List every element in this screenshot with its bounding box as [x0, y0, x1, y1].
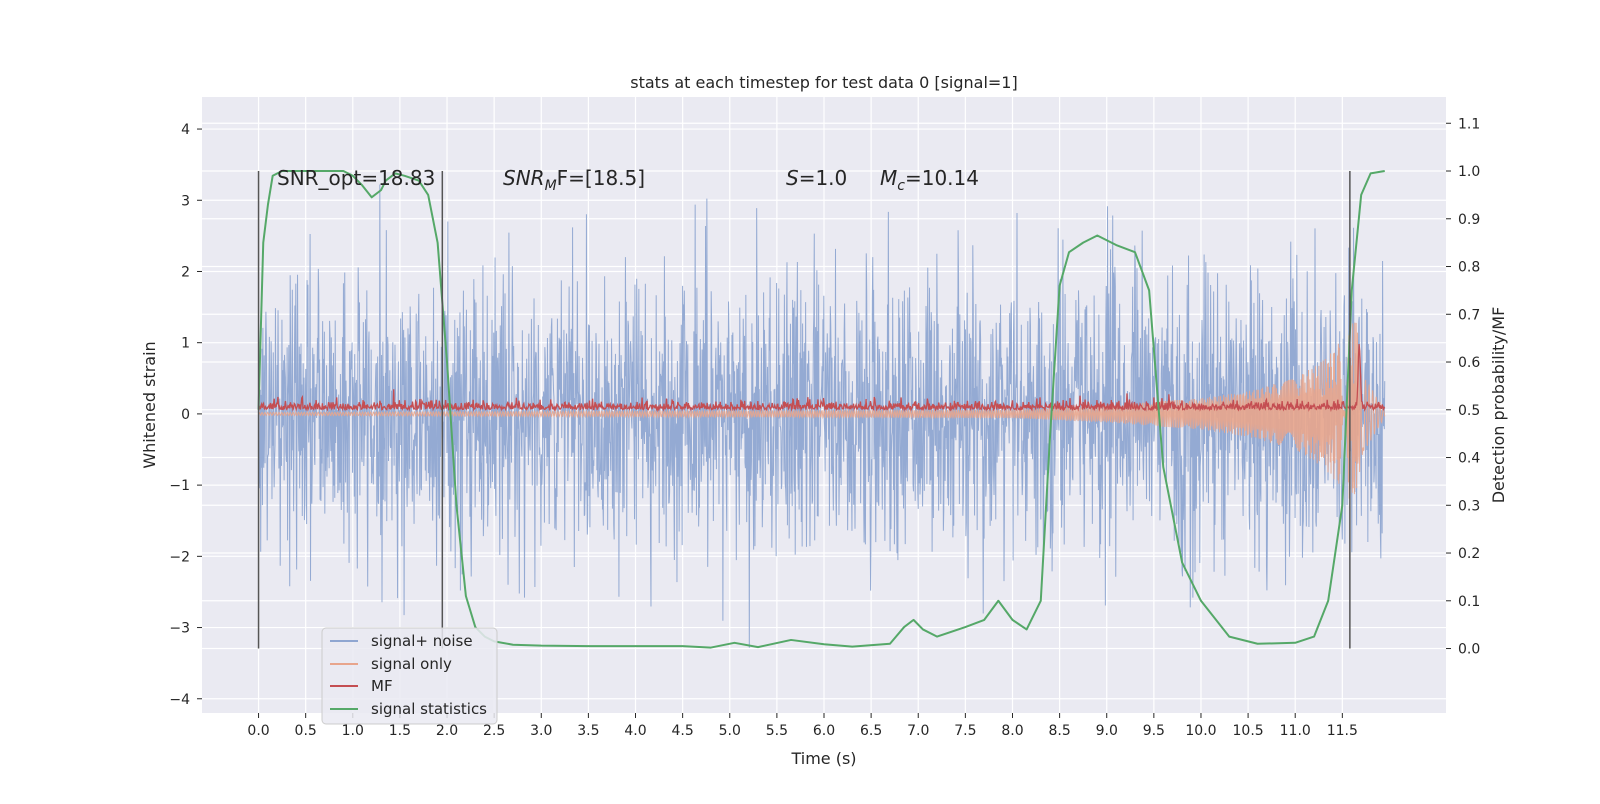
y-tick-label: 4: [181, 122, 190, 138]
y2-tick-label: 0.4: [1458, 451, 1480, 467]
x-tick-label: 3.5: [577, 723, 599, 739]
x-tick-label: 9.5: [1143, 723, 1165, 739]
x-tick-label: 8.0: [1001, 723, 1023, 739]
y-axis-label: Whitened strain: [140, 341, 159, 468]
x-tick-label: 1.0: [342, 723, 364, 739]
legend-box: [321, 627, 498, 725]
y2-tick-label: 0.2: [1458, 546, 1480, 562]
y2-tick-label: 0.0: [1458, 642, 1480, 658]
x-axis-ticks: 0.0 0.5 1.0 1.5 2.0 2.5 3.0 3.5 4.0 4.5 5.0 5.5 6.0 6…: [247, 713, 1358, 739]
x-tick-label: 6.0: [813, 723, 835, 739]
y2-tick-label: 0.1: [1458, 594, 1480, 610]
x-axis-label: Time (s): [790, 749, 856, 768]
x-tick-label: 6.5: [860, 723, 882, 739]
legend-label-signal-statistics: signal statistics: [371, 700, 487, 718]
legend-label-signal-noise: signal+ noise: [371, 632, 473, 650]
y2-tick-label: 0.9: [1458, 212, 1480, 228]
legend: signal+ noise signal only MF signal stat…: [321, 627, 498, 725]
y2-tick-label: 1.0: [1458, 164, 1480, 180]
chart-title: stats at each timestep for test data 0 […: [630, 73, 1017, 92]
x-tick-label: 11.0: [1280, 723, 1311, 739]
x-tick-label: 5.5: [766, 723, 788, 739]
x-tick-label: 2.5: [483, 723, 505, 739]
y2-tick-label: 0.8: [1458, 260, 1480, 276]
y2-axis-label: Detection probability/MF: [1489, 307, 1508, 504]
y2-tick-label: 0.3: [1458, 498, 1480, 514]
x-tick-label: 11.5: [1327, 723, 1358, 739]
x-tick-label: 1.5: [389, 723, 411, 739]
y2-axis-ticks: 1.1 1.0 0.9 0.8 0.7 0.6 0.5 0.4 0.3 0.2 0.1 0.0: [1446, 116, 1480, 658]
x-tick-label: 10.5: [1233, 723, 1264, 739]
series-layer: [257, 170, 1386, 649]
y-axis-ticks: 4 3 2 1 0 −1 −2 −3 −4: [169, 122, 202, 708]
y2-tick-label: 0.5: [1458, 403, 1480, 419]
y-tick-label: −2: [169, 549, 190, 565]
series-signal-only: [258, 322, 1386, 499]
y2-tick-label: 0.6: [1458, 355, 1480, 371]
y-tick-label: 0: [181, 407, 190, 423]
y-tick-label: −3: [169, 621, 190, 637]
series-signal-noise: [258, 184, 1386, 648]
y-tick-label: −1: [169, 478, 190, 494]
series-mf: [257, 343, 1386, 413]
annotation-snr-mf: SNRMF=[18.5]: [503, 166, 645, 194]
legend-label-signal-only: signal only: [371, 655, 452, 673]
y2-tick-label: 1.1: [1458, 116, 1480, 132]
x-tick-label: 7.5: [954, 723, 976, 739]
x-tick-label: 0.5: [295, 723, 317, 739]
x-tick-label: 4.5: [672, 723, 694, 739]
y2-tick-label: 0.7: [1458, 307, 1480, 323]
x-tick-label: 10.0: [1185, 723, 1216, 739]
annotation-s: S=1.0: [786, 166, 847, 190]
x-tick-label: 5.0: [719, 723, 741, 739]
annotation-mc: Mc=10.14: [880, 166, 979, 194]
x-tick-label: 9.0: [1096, 723, 1118, 739]
x-tick-label: 8.5: [1048, 723, 1070, 739]
x-tick-label: 2.0: [436, 723, 458, 739]
y-tick-label: −4: [169, 692, 190, 708]
x-tick-label: 0.0: [247, 723, 269, 739]
y-tick-label: 3: [181, 193, 190, 209]
y-tick-label: 1: [181, 336, 190, 352]
x-tick-label: 7.0: [907, 723, 929, 739]
x-tick-label: 4.0: [624, 723, 646, 739]
vertical-markers: [257, 171, 1351, 649]
series-signal-statistics: [257, 170, 1385, 649]
x-tick-label: 3.0: [530, 723, 552, 739]
annotation-snr-opt: SNR_opt=18.83: [277, 166, 435, 190]
y-tick-label: 2: [181, 264, 190, 280]
legend-label-mf: MF: [371, 677, 393, 695]
